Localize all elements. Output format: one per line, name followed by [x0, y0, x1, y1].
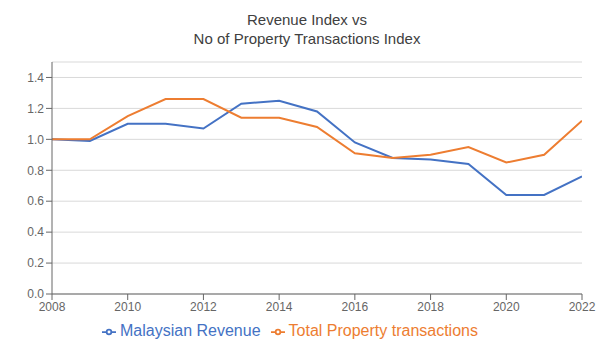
svg-text:1.2: 1.2	[27, 102, 44, 116]
svg-text:1.4: 1.4	[27, 71, 44, 85]
svg-text:2014: 2014	[266, 300, 293, 314]
svg-text:2022: 2022	[569, 300, 596, 314]
svg-text:2020: 2020	[493, 300, 520, 314]
svg-text:2010: 2010	[114, 300, 141, 314]
svg-text:0.2: 0.2	[27, 256, 44, 270]
html-text:Total Property transactions: Total Property transactions	[288, 322, 478, 339]
svg-text:0.8: 0.8	[27, 164, 44, 178]
svg-text:2016: 2016	[342, 300, 369, 314]
svg-text:0.4: 0.4	[27, 225, 44, 239]
html-text:Revenue Index vs No of Propert: Revenue Index vs No of Property Transact…	[193, 11, 421, 47]
svg-text:0.6: 0.6	[27, 194, 44, 208]
svg-text:0.0: 0.0	[27, 287, 44, 301]
svg-text:2012: 2012	[190, 300, 217, 314]
html-text:Malaysian Revenue: Malaysian Revenue	[120, 322, 261, 339]
svg-text:1.0: 1.0	[27, 133, 44, 147]
svg-text:2018: 2018	[417, 300, 444, 314]
svg-text:2008: 2008	[39, 300, 66, 314]
